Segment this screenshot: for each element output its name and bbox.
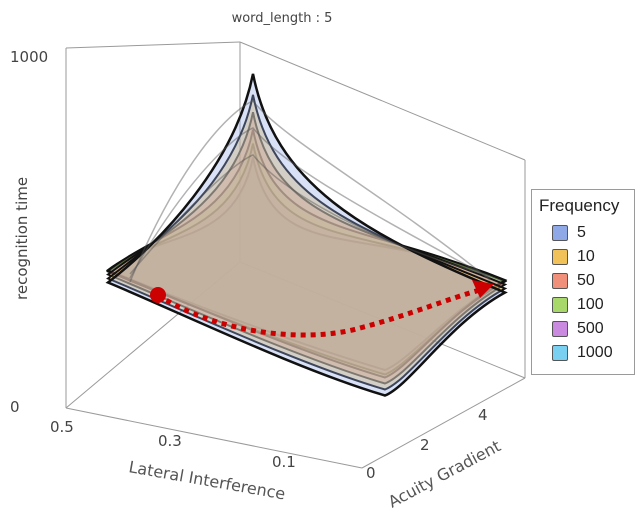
surface-ridge-line xyxy=(129,127,491,279)
x-axis-label: Lateral Interference xyxy=(127,457,287,503)
surface-frequency-500 xyxy=(106,143,508,376)
trajectory-end-arrow xyxy=(472,280,494,298)
legend-swatch xyxy=(552,249,568,265)
legend-item-50: 50 xyxy=(552,270,595,292)
legend-swatch xyxy=(552,297,568,313)
surface-frequency-5 xyxy=(105,73,508,397)
y-tick-4: 4 xyxy=(478,406,488,424)
chart-title: word_length : 5 xyxy=(232,11,333,26)
surface-ridge-line xyxy=(129,154,491,277)
z-tick-1000: 1000 xyxy=(10,48,48,66)
legend-swatch xyxy=(552,225,568,241)
legend-label: 50 xyxy=(577,272,595,289)
legend-item-10: 10 xyxy=(552,246,595,268)
surface-frequency-10 xyxy=(106,94,508,391)
x-tick-0.1: 0.1 xyxy=(272,453,296,471)
legend-label: 1000 xyxy=(577,344,613,361)
legend-label: 500 xyxy=(577,320,604,337)
legend-label: 100 xyxy=(577,296,604,313)
legend-label: 10 xyxy=(577,248,595,265)
legend-item-100: 100 xyxy=(552,294,604,316)
legend-label: 5 xyxy=(577,224,586,241)
trajectory-path xyxy=(156,287,481,338)
legend-swatch xyxy=(552,273,568,289)
y-axis-label: Acuity Gradient xyxy=(385,436,504,511)
box-frame xyxy=(65,41,526,469)
legend: Frequency 5 10 50 100 500 1000 xyxy=(531,189,635,375)
z-tick-0: 0 xyxy=(10,398,20,416)
y-tick-2: 2 xyxy=(420,436,430,454)
legend-item-5: 5 xyxy=(552,222,586,244)
surfaces-group xyxy=(105,73,508,397)
legend-swatch xyxy=(552,345,568,361)
surface-frequency-100 xyxy=(106,129,508,379)
trajectory-start-dot xyxy=(150,287,166,303)
legend-item-500: 500 xyxy=(552,318,604,340)
x-tick-0.5: 0.5 xyxy=(50,418,74,436)
surface-ridge-line xyxy=(129,100,491,283)
z-axis-label: recognition time xyxy=(13,177,31,300)
legend-title: Frequency xyxy=(539,196,620,215)
x-tick-0.3: 0.3 xyxy=(158,432,182,450)
y-tick-0: 0 xyxy=(366,464,376,482)
surface-frequency-50 xyxy=(106,112,508,385)
legend-swatch xyxy=(552,321,568,337)
legend-item-1000: 1000 xyxy=(552,342,613,364)
trajectory-annotation xyxy=(150,280,494,338)
